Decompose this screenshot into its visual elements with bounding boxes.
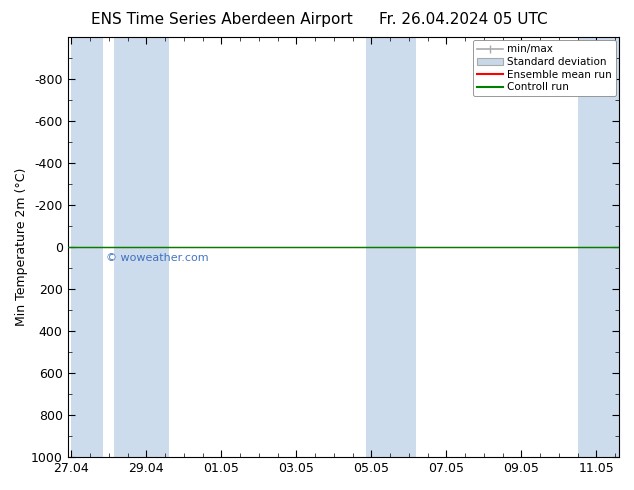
Text: ENS Time Series Aberdeen Airport: ENS Time Series Aberdeen Airport (91, 12, 353, 27)
Bar (71, 37, 103, 457)
Bar (114, 37, 169, 457)
Bar (366, 37, 417, 457)
Legend: min/max, Standard deviation, Ensemble mean run, Controll run: min/max, Standard deviation, Ensemble me… (472, 40, 616, 97)
Text: Fr. 26.04.2024 05 UTC: Fr. 26.04.2024 05 UTC (378, 12, 547, 27)
Bar (578, 37, 619, 457)
Text: © woweather.com: © woweather.com (106, 253, 209, 263)
Y-axis label: Min Temperature 2m (°C): Min Temperature 2m (°C) (15, 168, 28, 326)
